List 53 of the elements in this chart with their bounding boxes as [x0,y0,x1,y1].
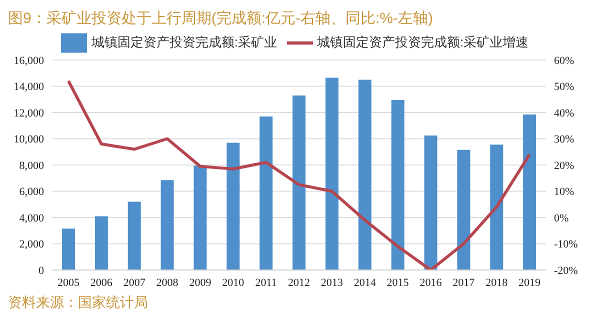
y-tick-label: 16,000 [14,54,44,67]
bar [260,116,273,270]
bar [226,142,240,270]
bar [490,144,504,270]
bar [128,202,141,270]
y2-tick-label: 10% [554,186,574,198]
y-tick-label: 0 [38,264,44,277]
x-tick-label: 2015 [386,276,410,289]
bar [424,135,438,270]
x-tick-label: 2007 [123,276,146,289]
x-tick-label: 2012 [288,276,310,289]
y2-tick-label: -20% [554,264,578,277]
bar [194,166,207,270]
chart-title: 图9：采矿业投资处于上行周期(完成额:亿元-右轴、同比:%-左轴) [8,9,434,29]
line-series [66,80,532,270]
bar [391,100,404,270]
bar [160,180,174,270]
bar [523,114,536,270]
x-tick-label: 2013 [320,276,344,289]
x-tick-label: 2010 [222,276,245,289]
x-tick-label: 2019 [518,276,542,289]
bar [457,150,470,270]
bar [94,216,108,270]
x-tick-label: 2018 [486,276,508,289]
x-tick-label: 2011 [255,276,277,289]
y2-tick-label: 40% [554,107,574,120]
bar [292,95,306,270]
legend-label: 城镇固定资产投资完成额:采矿业 [91,34,277,50]
x-tick-label: 2008 [156,276,179,289]
x-tick-label: 2009 [189,276,212,289]
x-tick-label: 2017 [452,276,476,289]
y2-tick-label: 50% [554,81,574,94]
y2-tick-label: 30% [554,134,574,146]
y-tick-label: 6,000 [19,186,44,198]
y-tick-label: 10,000 [14,134,44,146]
bar [358,80,372,270]
bar [62,228,75,270]
x-tick-label: 2014 [354,276,376,289]
text: 资料来源：国家统计局 [8,293,149,312]
y-tick-label: 4,000 [19,212,44,224]
bar [325,78,338,270]
y2-tick-label: -10% [554,238,578,251]
y-tick-label: 12,000 [14,107,44,120]
y2-tick-label: 60% [554,54,574,67]
y-tick-label: 14,000 [14,81,44,94]
y2-tick-label: 20% [554,160,574,172]
x-tick-label: 2016 [420,276,442,289]
y-tick-label: 8,000 [19,160,44,172]
y-tick-label: 2,000 [19,238,44,251]
legend-label: 城镇固定资产投资完成额:采矿业增速 [317,34,529,50]
y2-tick-label: 0% [554,212,569,224]
x-tick-label: 2006 [90,276,113,289]
x-tick-label: 2005 [57,276,80,289]
